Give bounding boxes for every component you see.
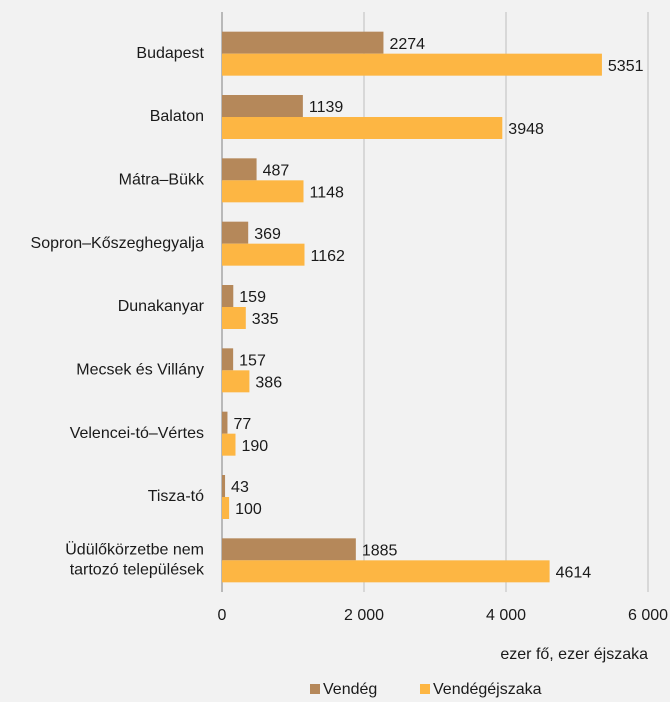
bar (222, 370, 250, 393)
value-label: 335 (252, 311, 279, 328)
value-label: 100 (235, 501, 262, 518)
value-label: 2274 (389, 36, 425, 53)
value-label: 77 (233, 416, 251, 433)
bar (222, 95, 303, 117)
y-tick-label: Dunakanyar (118, 298, 205, 315)
x-tick-label: 4 000 (486, 607, 526, 624)
y-tick-label: Velencei-tó–Vértes (70, 425, 204, 442)
legend-swatch (420, 684, 430, 694)
bar (222, 497, 230, 519)
bar (222, 560, 550, 583)
value-label: 3948 (508, 121, 544, 138)
y-tick-label: Sopron–Kőszeghegyalja (31, 235, 205, 252)
bar (222, 307, 246, 329)
bar (222, 180, 304, 203)
bar (222, 53, 602, 76)
bar (222, 31, 384, 54)
bar (222, 475, 226, 497)
bar (222, 158, 257, 181)
bar (222, 433, 236, 456)
x-tick-label: 0 (218, 607, 227, 624)
bar (222, 348, 234, 371)
value-label: 159 (239, 289, 266, 306)
value-label: 1139 (309, 99, 344, 116)
x-tick-label: 6 000 (628, 607, 668, 624)
value-label: 4614 (556, 565, 592, 582)
y-tick-label: Mecsek és Villány (76, 362, 204, 379)
bar (222, 221, 249, 244)
bar (222, 285, 234, 307)
value-label: 5351 (608, 58, 644, 75)
y-tick-label: Tisza-tó (148, 488, 204, 505)
value-label: 190 (241, 438, 268, 455)
legend-label: Vendégéjszaka (433, 681, 542, 698)
value-label: 1162 (311, 248, 346, 265)
y-tick-label: Mátra–Bükk (119, 172, 205, 189)
value-label: 1148 (310, 185, 345, 202)
bar (222, 117, 503, 139)
bar (222, 243, 305, 266)
value-label: 487 (263, 163, 290, 180)
value-label: 1885 (362, 543, 398, 560)
value-label: 157 (239, 353, 266, 370)
y-tick-label: Balaton (150, 108, 204, 125)
legend-label: Vendég (323, 681, 377, 698)
value-label: 369 (254, 226, 281, 243)
value-label: 43 (231, 479, 249, 496)
x-axis-label: ezer fő, ezer éjszaka (500, 646, 648, 663)
legend-swatch (310, 684, 320, 694)
bar (222, 411, 228, 434)
bar (222, 538, 356, 561)
value-label: 386 (255, 375, 282, 392)
y-tick-label: Budapest (136, 45, 204, 62)
x-tick-label: 2 000 (344, 607, 384, 624)
y-tick-label: Üdülőkörzetbe nem tartozó települések (65, 541, 205, 579)
